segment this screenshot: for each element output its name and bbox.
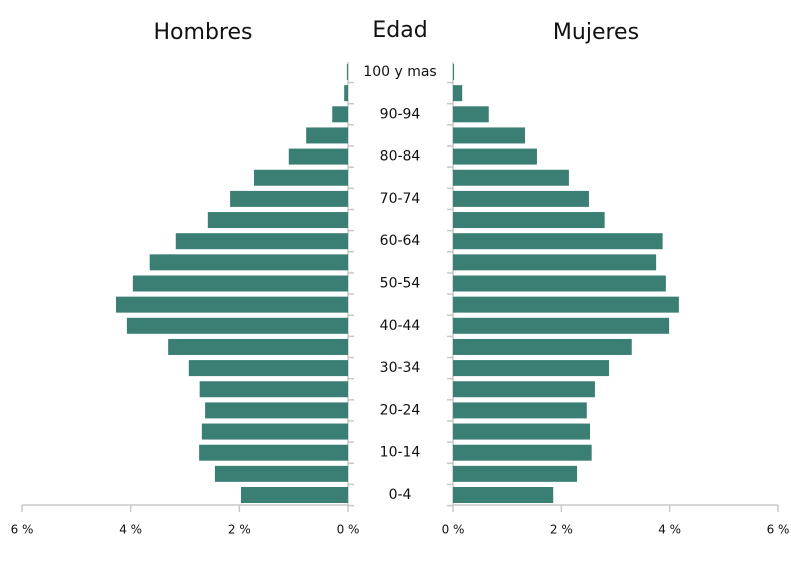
category-label: 10-14 [380,445,421,461]
category-label: 80-84 [380,149,421,165]
bar [453,212,605,229]
x-tick-label: 6 % [767,523,790,537]
x-tick-label: 0 % [337,523,360,537]
bar [346,64,348,80]
bar [453,233,663,250]
bar [332,106,348,123]
bar [188,360,348,377]
x-tick-label: 0 % [442,523,465,537]
bar [453,360,609,377]
bar [453,487,554,503]
bar [453,317,670,334]
x-tick-label: 4 % [119,523,142,537]
bar [453,254,657,271]
x-tick-label: 6 % [11,523,34,537]
bar [453,275,666,292]
bar [453,402,587,419]
category-label: 20-24 [380,402,421,418]
bar [199,381,348,398]
bar [453,127,526,144]
bar [453,106,489,123]
bar [453,381,595,398]
bar [175,233,348,250]
category-label: 90-94 [380,106,421,122]
bar [214,465,348,482]
category-label: 50-54 [380,276,421,292]
bar [453,85,463,102]
category-label: 0-4 [389,487,412,503]
bar [207,212,348,229]
bar [132,275,348,292]
bar [115,296,348,313]
bar [344,85,348,102]
bar [199,444,348,461]
bar [254,169,348,186]
category-label: 60-64 [380,233,421,249]
category-label: 40-44 [380,318,421,334]
bar [453,423,591,440]
bar [288,148,348,165]
bar [453,190,589,207]
bar [126,317,348,334]
x-tick-label: 2 % [228,523,251,537]
bar [453,444,592,461]
bar [230,190,348,207]
bar [149,254,348,271]
bar [453,64,455,80]
series-title: Mujeres [553,20,639,45]
x-tick-label: 4 % [658,523,681,537]
bar [205,402,348,419]
bar [240,487,348,503]
bar [453,148,537,165]
series-title: Hombres [154,20,253,45]
category-label: 100 y mas [363,64,436,80]
bar [453,169,569,186]
category-label: 30-34 [380,360,421,376]
x-tick-label: 2 % [550,523,573,537]
y-axis-label: Edad [372,18,427,43]
bar [453,465,578,482]
bar [168,338,348,355]
category-label: 70-74 [380,191,421,207]
bar [306,127,348,144]
bar [201,423,348,440]
bar [453,338,632,355]
bar [453,296,679,313]
